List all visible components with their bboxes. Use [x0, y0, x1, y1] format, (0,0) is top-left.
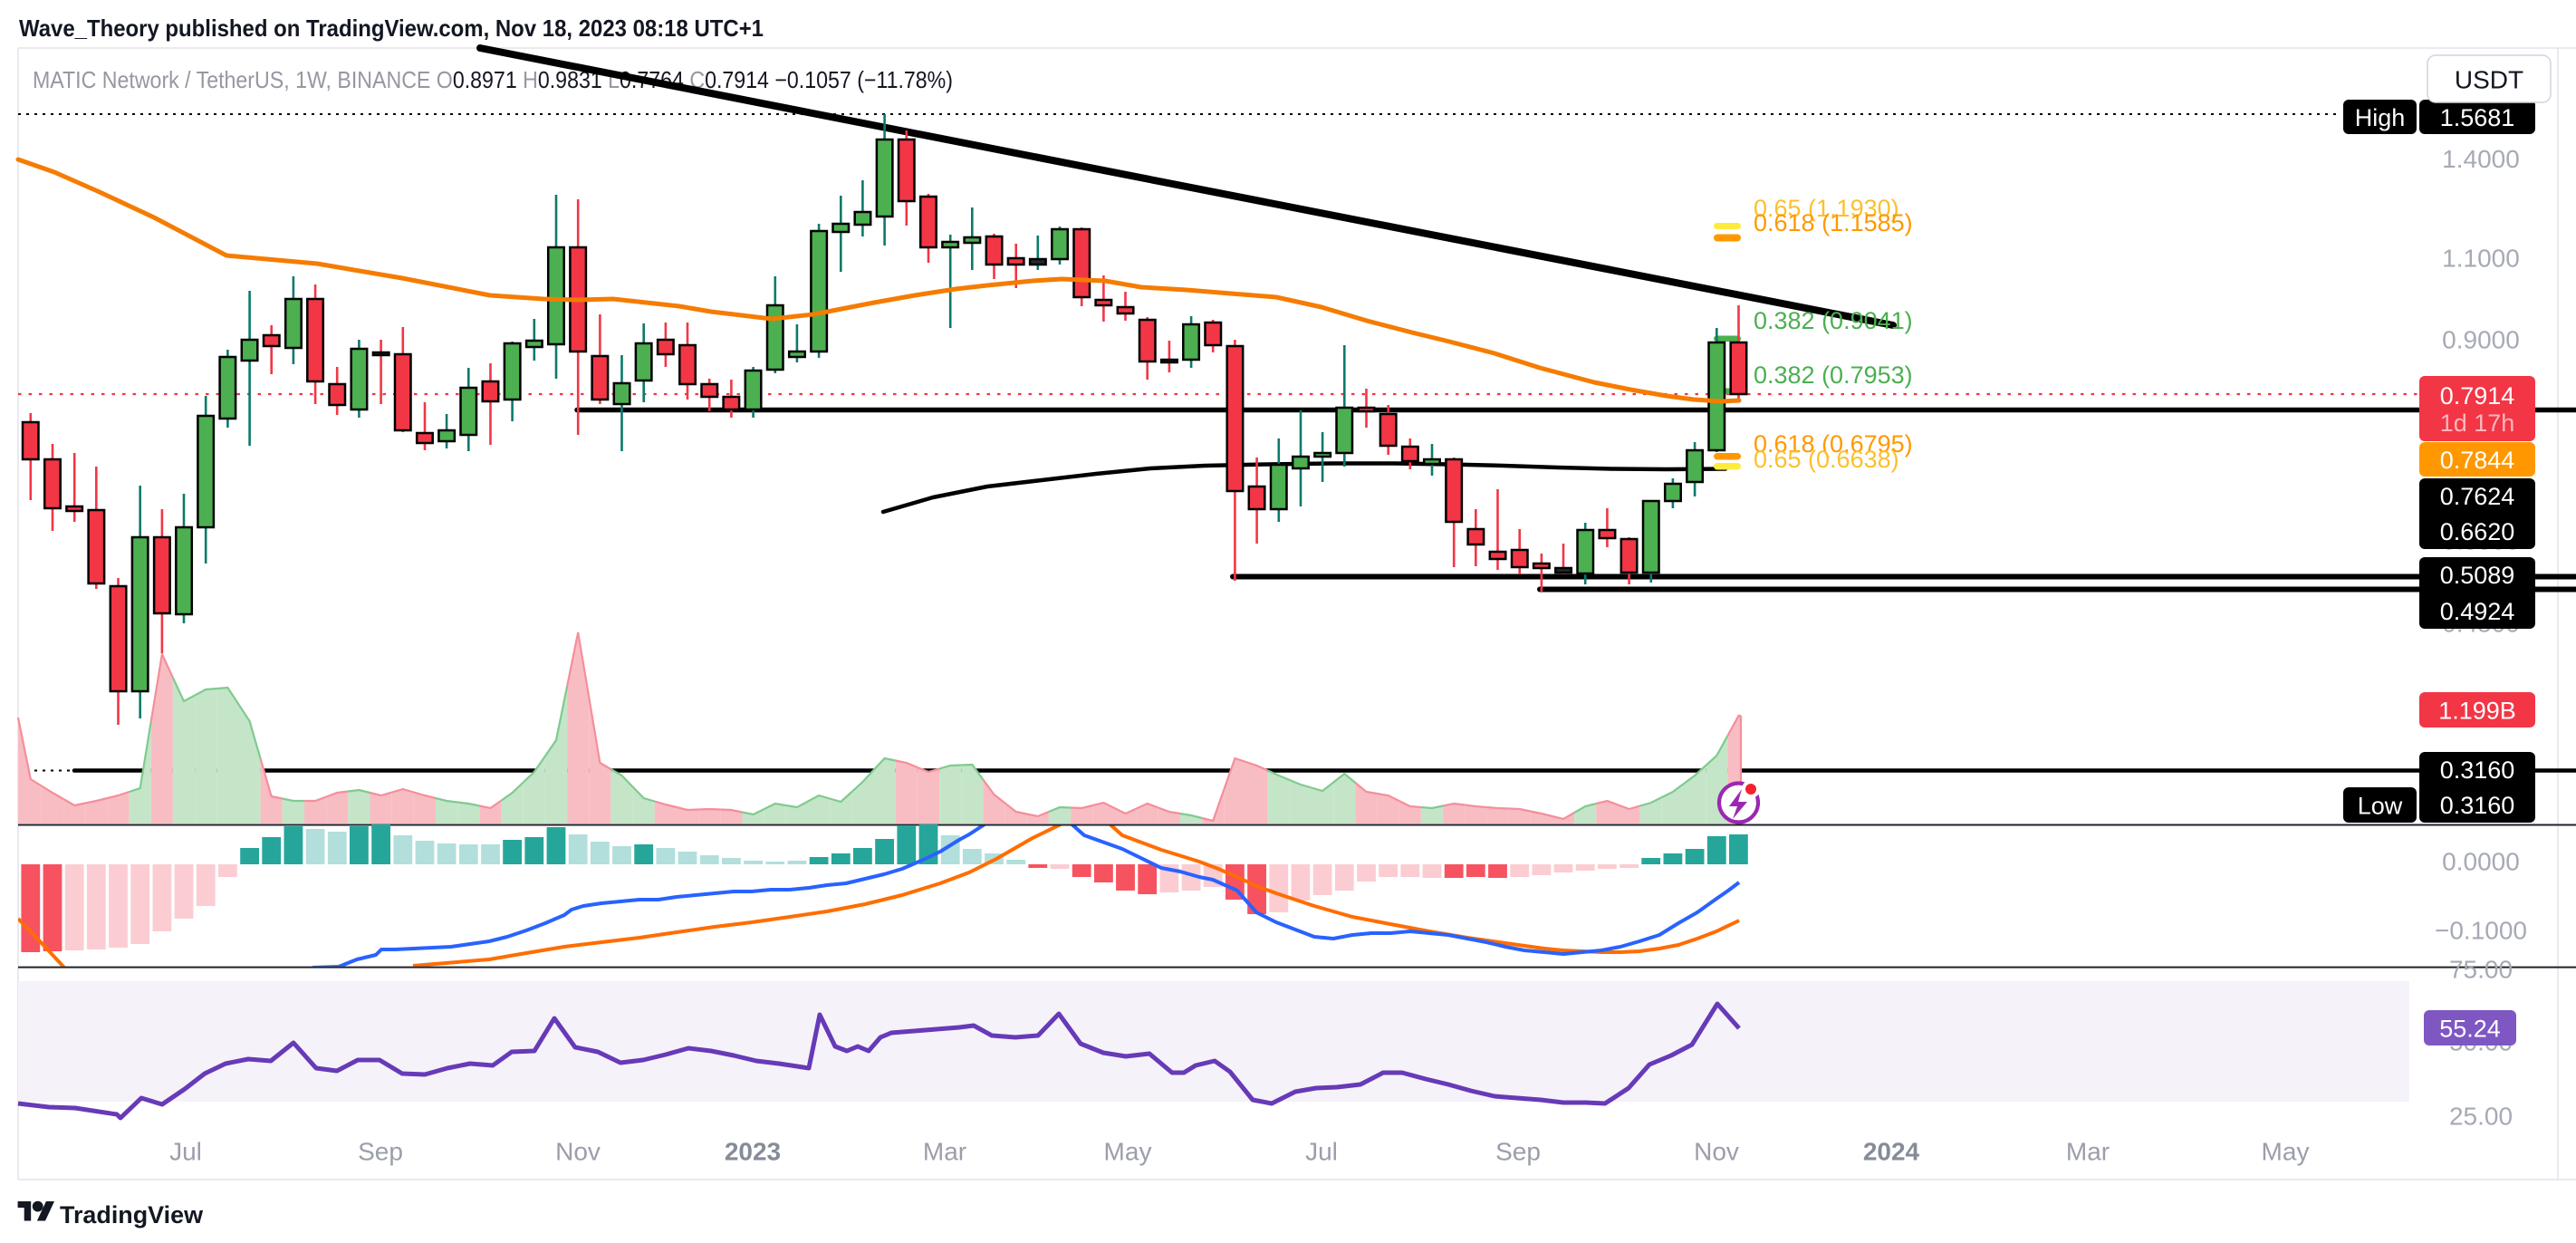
svg-text:0.65 (0.6638): 0.65 (0.6638): [1754, 446, 1899, 473]
svg-text:0.3160: 0.3160: [2440, 792, 2515, 819]
svg-text:Nov: Nov: [1694, 1138, 1739, 1166]
svg-text:1.199B: 1.199B: [2438, 698, 2516, 725]
svg-text:0.6620: 0.6620: [2440, 518, 2515, 545]
svg-text:75.00: 75.00: [2449, 956, 2513, 984]
svg-text:0.5089: 0.5089: [2440, 562, 2515, 589]
svg-text:−0.1000: −0.1000: [2435, 917, 2527, 945]
svg-text:May: May: [2262, 1138, 2310, 1166]
svg-text:MATIC Network / TetherUS, 1W,: MATIC Network / TetherUS, 1W, BINANCE O0…: [33, 66, 953, 93]
svg-text:Mar: Mar: [923, 1138, 966, 1166]
svg-text:USDT: USDT: [2455, 66, 2523, 94]
svg-text:Mar: Mar: [2066, 1138, 2110, 1166]
svg-text:May: May: [1104, 1138, 1152, 1166]
svg-text:0.382 (0.7953): 0.382 (0.7953): [1754, 361, 1913, 389]
svg-text:Nov: Nov: [555, 1138, 601, 1166]
svg-text:Jul: Jul: [169, 1138, 202, 1166]
svg-text:Sep: Sep: [358, 1138, 403, 1166]
svg-text:Wave_Theory published on Tradi: Wave_Theory published on TradingView.com…: [19, 14, 764, 42]
svg-text:TradingView: TradingView: [60, 1201, 204, 1229]
svg-text:0.7844: 0.7844: [2440, 447, 2515, 474]
svg-text:0.7624: 0.7624: [2440, 483, 2515, 510]
svg-text:0.618 (0.6795): 0.618 (0.6795): [1754, 430, 1913, 458]
svg-text:0.9000: 0.9000: [2442, 326, 2520, 354]
svg-text:2024: 2024: [1863, 1138, 1920, 1166]
svg-text:0.4924: 0.4924: [2440, 598, 2515, 625]
svg-text:1.1000: 1.1000: [2442, 245, 2520, 273]
svg-text:25.00: 25.00: [2449, 1103, 2513, 1131]
svg-text:0.0000: 0.0000: [2442, 848, 2520, 876]
svg-text:0.65 (1.1930): 0.65 (1.1930): [1754, 195, 1899, 222]
svg-text:1.4000: 1.4000: [2442, 145, 2520, 173]
svg-text:1.5681: 1.5681: [2440, 104, 2515, 131]
svg-text:0.7914: 0.7914: [2440, 382, 2515, 410]
svg-text:0.618 (1.1585): 0.618 (1.1585): [1754, 209, 1913, 236]
svg-text:55.24: 55.24: [2439, 1016, 2501, 1043]
svg-text:0.382 (0.9041): 0.382 (0.9041): [1754, 307, 1913, 334]
svg-text:0.3160: 0.3160: [2440, 756, 2515, 784]
svg-text:1d 17h: 1d 17h: [2440, 410, 2515, 437]
svg-text:Sep: Sep: [1495, 1138, 1541, 1166]
svg-text:High: High: [2355, 104, 2406, 131]
svg-text:2023: 2023: [725, 1138, 781, 1166]
svg-text:Low: Low: [2358, 793, 2403, 820]
svg-text:Jul: Jul: [1305, 1138, 1338, 1166]
